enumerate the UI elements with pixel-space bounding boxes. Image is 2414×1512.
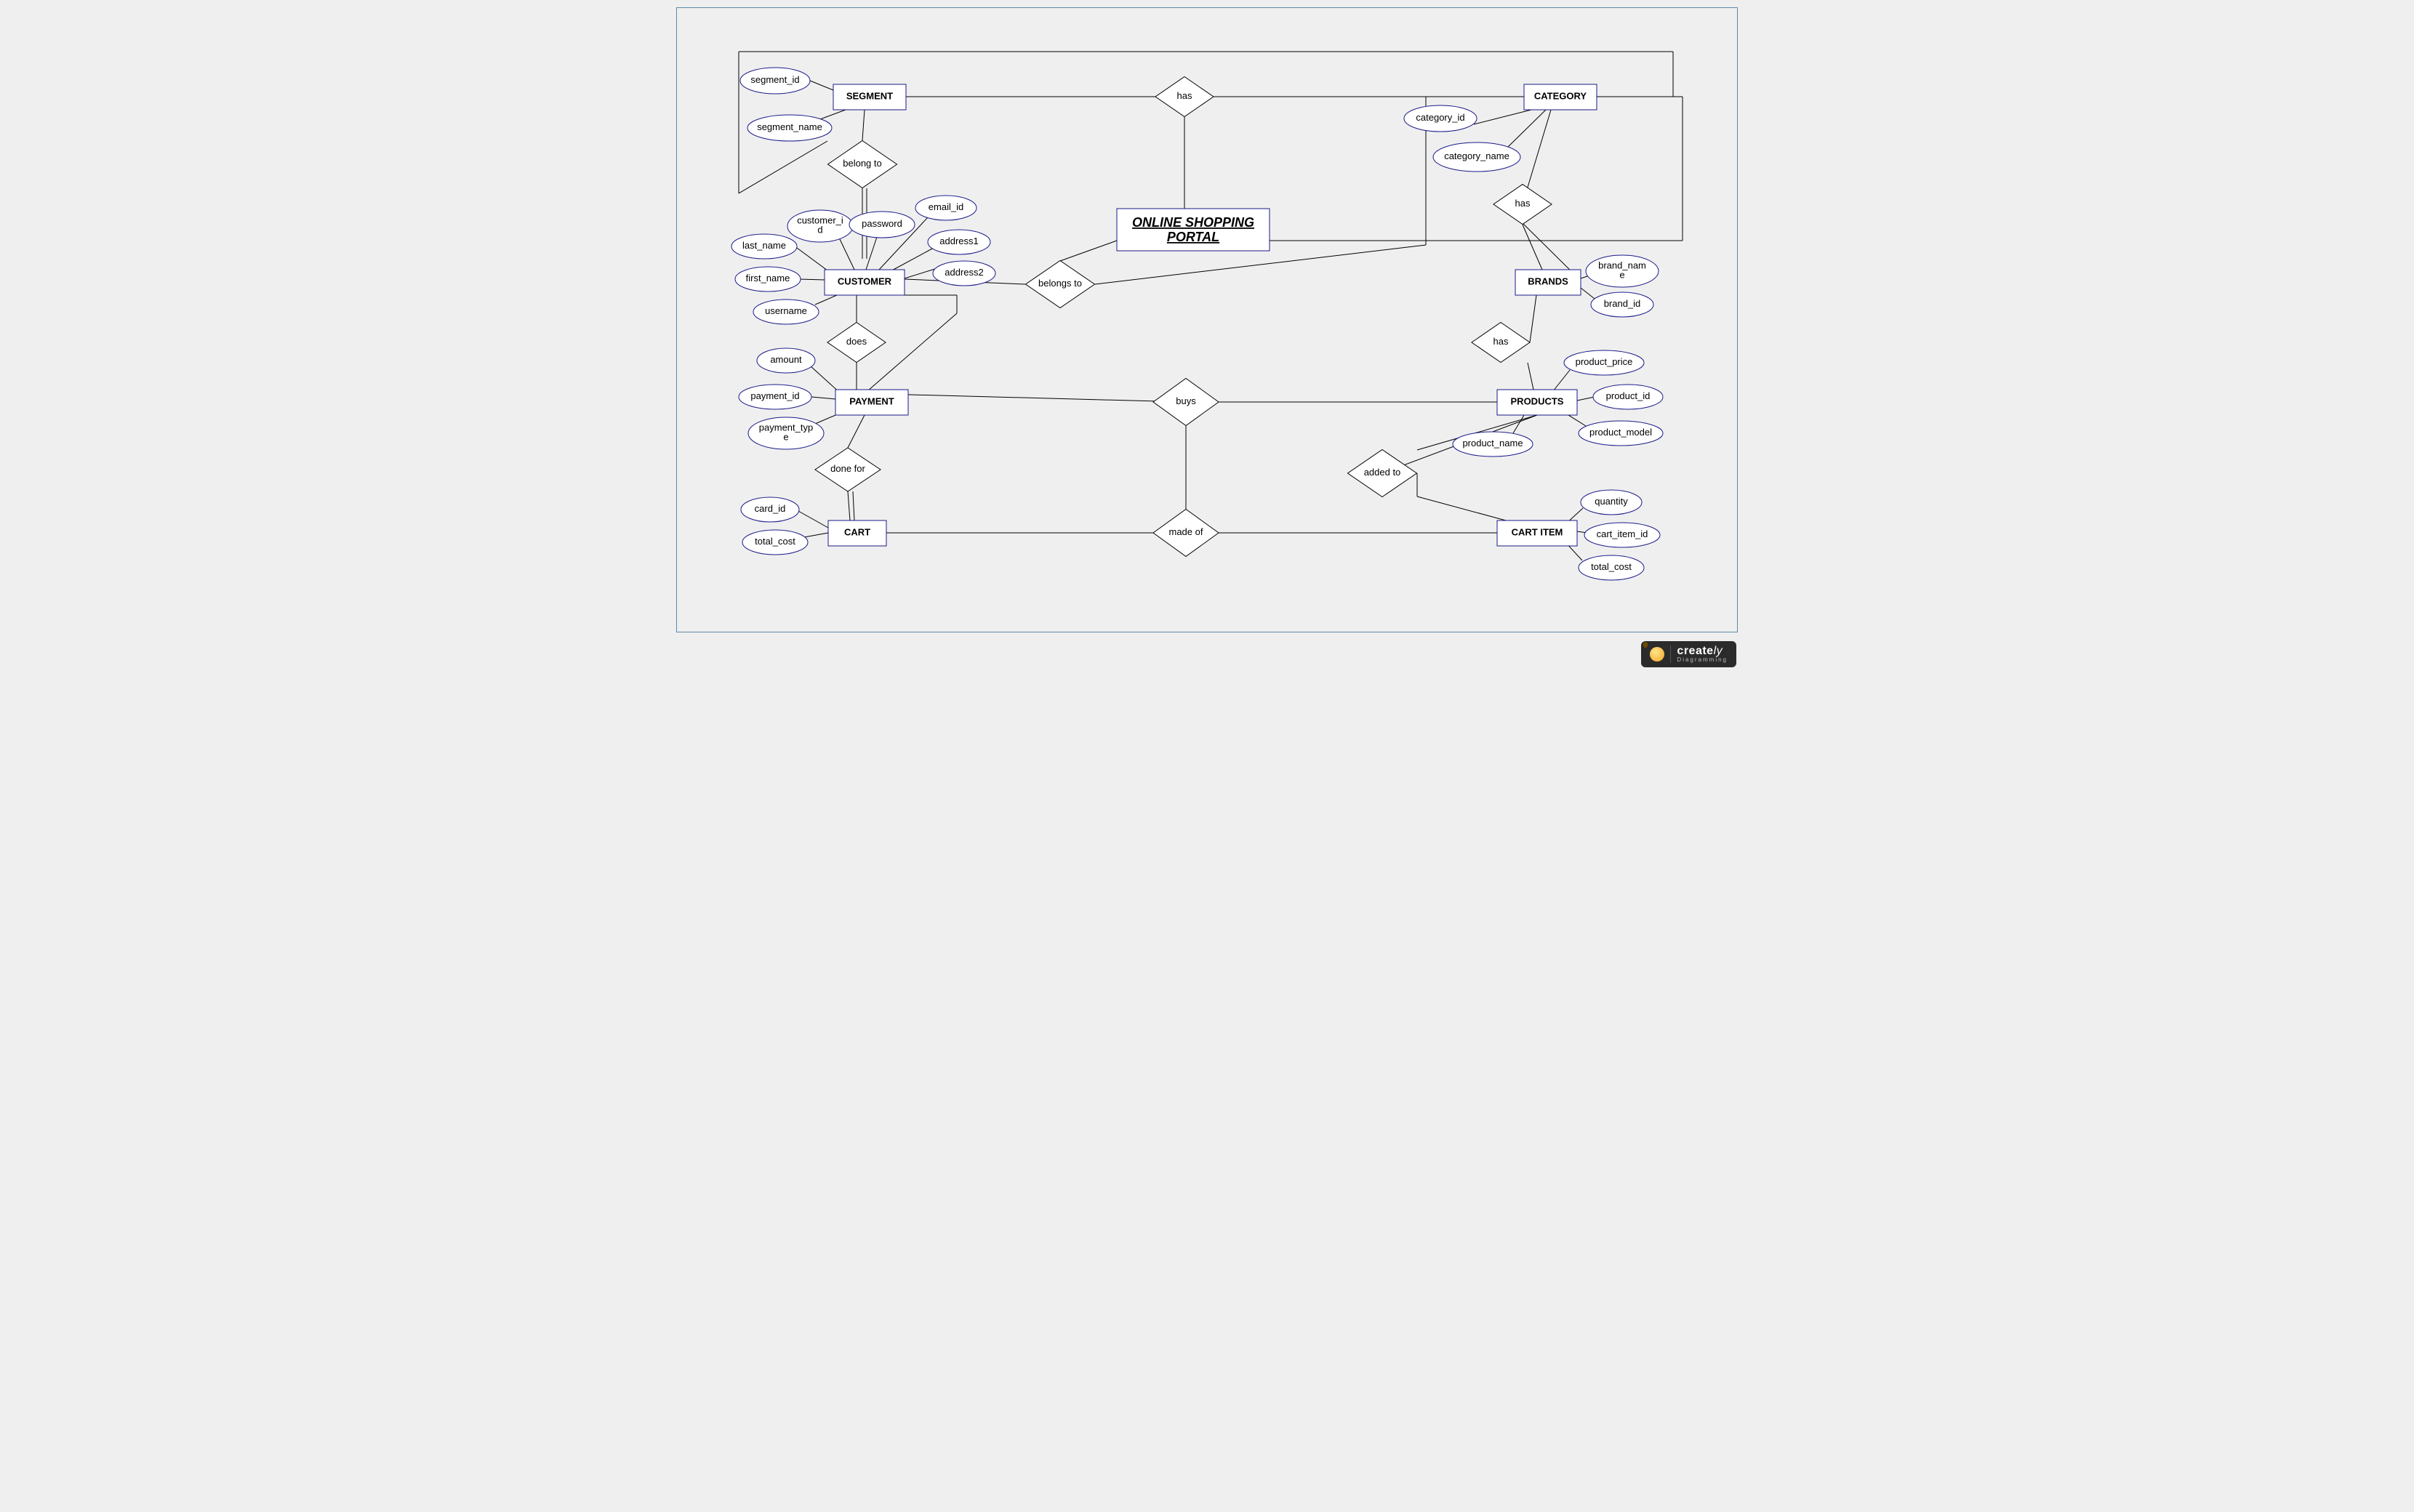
svg-text:email_id: email_id: [929, 201, 963, 212]
svg-text:username: username: [765, 305, 807, 316]
svg-text:CART: CART: [844, 527, 870, 538]
svg-text:belongs to: belongs to: [1038, 278, 1082, 289]
badge-brand-a: create: [1677, 645, 1713, 657]
svg-text:brand_id: brand_id: [1604, 298, 1641, 309]
svg-text:BRANDS: BRANDS: [1528, 276, 1568, 287]
svg-text:cart_item_id: cart_item_id: [1597, 528, 1648, 539]
svg-text:total_cost: total_cost: [1591, 561, 1632, 572]
svg-text:password: password: [862, 218, 902, 229]
svg-text:has: has: [1177, 90, 1192, 101]
svg-text:product_price: product_price: [1576, 356, 1633, 367]
badge-text: creately Diagramming: [1677, 646, 1728, 663]
svg-text:quantity: quantity: [1595, 496, 1628, 507]
svg-text:segment_id: segment_id: [750, 74, 799, 85]
svg-text:address2: address2: [945, 267, 983, 278]
svg-text:CUSTOMER: CUSTOMER: [838, 276, 892, 287]
svg-text:done for: done for: [830, 463, 865, 474]
svg-text:first_name: first_name: [746, 273, 790, 284]
svg-text:card_id: card_id: [755, 503, 786, 514]
svg-text:CART ITEM: CART ITEM: [1512, 527, 1563, 538]
badge-separator: [1670, 646, 1671, 663]
diagram-canvas: ONLINE SHOPPINGPORTALSEGMENTCATEGORYCUST…: [669, 0, 1745, 676]
svg-text:segment_name: segment_name: [757, 121, 822, 132]
svg-text:does: does: [846, 336, 867, 347]
badge-brand-b: ly: [1714, 645, 1723, 657]
svg-text:address1: address1: [939, 236, 978, 246]
svg-text:amount: amount: [770, 354, 802, 365]
svg-text:buys: buys: [1176, 395, 1196, 406]
svg-text:added to: added to: [1364, 467, 1401, 478]
svg-text:PRODUCTS: PRODUCTS: [1511, 396, 1564, 407]
bulb-icon: [1650, 647, 1664, 662]
svg-text:category_id: category_id: [1416, 112, 1464, 123]
svg-text:product_id: product_id: [1606, 390, 1651, 401]
svg-text:category_name: category_name: [1444, 150, 1509, 161]
svg-text:product_name: product_name: [1462, 438, 1523, 449]
svg-text:PAYMENT: PAYMENT: [849, 396, 894, 407]
svg-text:has: has: [1515, 198, 1531, 209]
creately-badge: creately Diagramming: [1641, 641, 1736, 667]
svg-text:last_name: last_name: [742, 240, 786, 251]
svg-text:product_model: product_model: [1589, 427, 1652, 438]
svg-text:total_cost: total_cost: [755, 536, 795, 547]
er-diagram-svg: ONLINE SHOPPINGPORTALSEGMENTCATEGORYCUST…: [677, 8, 1739, 633]
svg-text:CATEGORY: CATEGORY: [1534, 91, 1587, 102]
svg-text:payment_id: payment_id: [750, 390, 799, 401]
svg-text:made of: made of: [1169, 526, 1203, 537]
svg-text:SEGMENT: SEGMENT: [846, 91, 893, 102]
badge-subtitle: Diagramming: [1677, 657, 1728, 663]
svg-text:has: has: [1493, 336, 1509, 347]
svg-text:belong to: belong to: [843, 158, 882, 169]
diagram-frame: ONLINE SHOPPINGPORTALSEGMENTCATEGORYCUST…: [676, 7, 1738, 632]
